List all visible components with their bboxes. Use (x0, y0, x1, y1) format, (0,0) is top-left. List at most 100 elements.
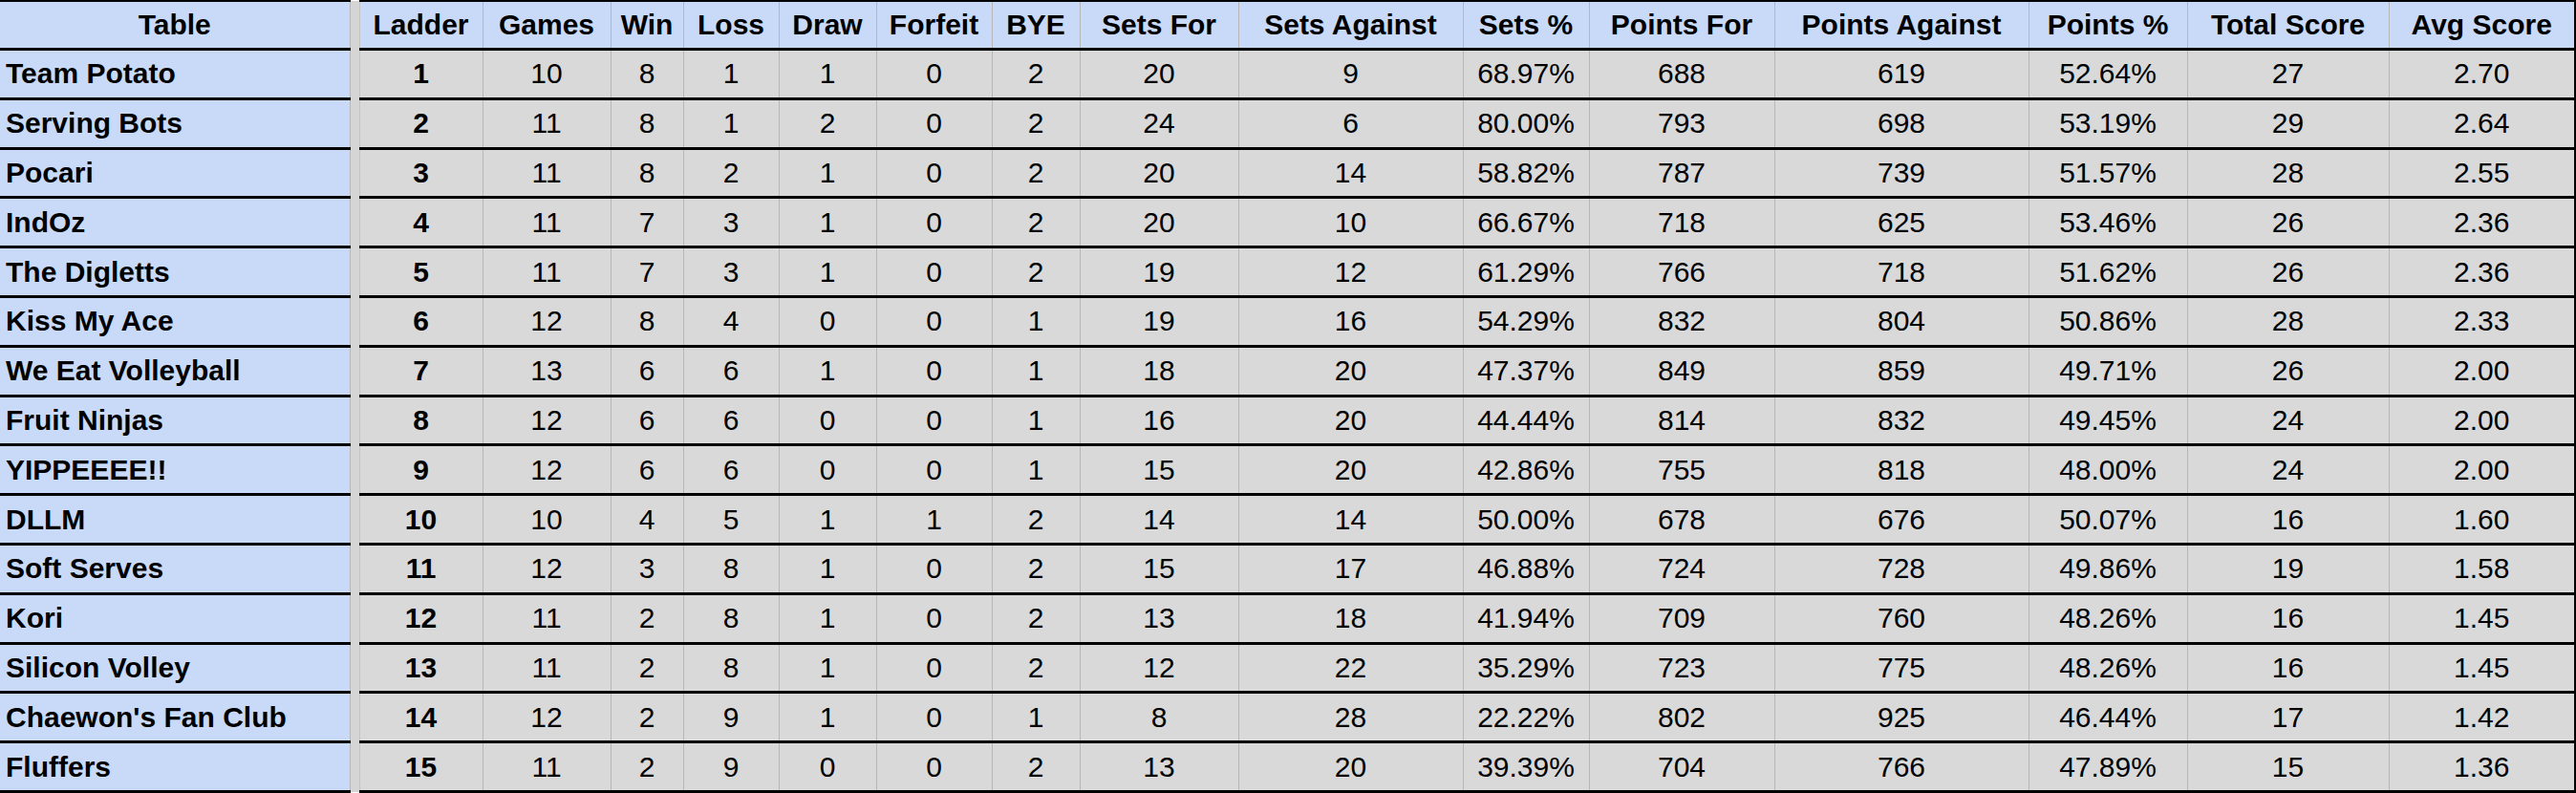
column-header-points-for[interactable]: Points For (1589, 1, 1774, 50)
cell-loss[interactable]: 6 (683, 445, 779, 495)
cell-draw[interactable]: 1 (779, 346, 876, 396)
cell-points-for[interactable]: 724 (1589, 544, 1774, 593)
cell-points-pct[interactable]: 53.46% (2029, 198, 2187, 247)
cell-games[interactable]: 12 (483, 445, 611, 495)
column-header-draw[interactable]: Draw (779, 1, 876, 50)
cell-points-against[interactable]: 859 (1774, 346, 2029, 396)
cell-forfeit[interactable]: 0 (876, 544, 992, 593)
cell-points-for[interactable]: 704 (1589, 742, 1774, 792)
column-header-bye[interactable]: BYE (992, 1, 1080, 50)
cell-sets-for[interactable]: 18 (1080, 346, 1238, 396)
cell-team[interactable]: Silicon Volley (0, 643, 350, 693)
cell-loss[interactable]: 6 (683, 346, 779, 396)
cell-win[interactable]: 7 (611, 198, 683, 247)
cell-bye[interactable]: 2 (992, 643, 1080, 693)
cell-bye[interactable]: 2 (992, 742, 1080, 792)
cell-sets-pct[interactable]: 58.82% (1463, 148, 1589, 198)
cell-points-for[interactable]: 723 (1589, 643, 1774, 693)
cell-win[interactable]: 2 (611, 742, 683, 792)
cell-avg-score[interactable]: 1.45 (2389, 593, 2576, 643)
cell-draw[interactable]: 1 (779, 593, 876, 643)
cell-win[interactable]: 8 (611, 50, 683, 99)
cell-draw[interactable]: 0 (779, 445, 876, 495)
cell-loss[interactable]: 8 (683, 643, 779, 693)
cell-games[interactable]: 12 (483, 296, 611, 346)
cell-forfeit[interactable]: 0 (876, 346, 992, 396)
cell-loss[interactable]: 6 (683, 396, 779, 445)
cell-forfeit[interactable]: 0 (876, 296, 992, 346)
cell-bye[interactable]: 2 (992, 198, 1080, 247)
cell-bye[interactable]: 2 (992, 495, 1080, 545)
cell-points-against[interactable]: 760 (1774, 593, 2029, 643)
cell-draw[interactable]: 1 (779, 198, 876, 247)
column-header-loss[interactable]: Loss (683, 1, 779, 50)
cell-points-for[interactable]: 709 (1589, 593, 1774, 643)
cell-forfeit[interactable]: 0 (876, 247, 992, 297)
cell-total-score[interactable]: 26 (2187, 247, 2389, 297)
cell-sets-pct[interactable]: 80.00% (1463, 98, 1589, 148)
cell-sets-for[interactable]: 20 (1080, 198, 1238, 247)
cell-ladder[interactable]: 1 (359, 50, 483, 99)
cell-sets-pct[interactable]: 35.29% (1463, 643, 1589, 693)
cell-draw[interactable]: 1 (779, 495, 876, 545)
cell-points-pct[interactable]: 49.86% (2029, 544, 2187, 593)
cell-avg-score[interactable]: 2.64 (2389, 98, 2576, 148)
cell-points-pct[interactable]: 48.26% (2029, 643, 2187, 693)
cell-points-pct[interactable]: 51.57% (2029, 148, 2187, 198)
cell-team[interactable]: Pocari (0, 148, 350, 198)
cell-forfeit[interactable]: 0 (876, 98, 992, 148)
cell-draw[interactable]: 1 (779, 148, 876, 198)
cell-forfeit[interactable]: 0 (876, 643, 992, 693)
cell-forfeit[interactable]: 0 (876, 593, 992, 643)
cell-win[interactable]: 7 (611, 247, 683, 297)
cell-points-pct[interactable]: 53.19% (2029, 98, 2187, 148)
cell-ladder[interactable]: 3 (359, 148, 483, 198)
cell-sets-for[interactable]: 24 (1080, 98, 1238, 148)
cell-avg-score[interactable]: 2.70 (2389, 50, 2576, 99)
cell-sets-against[interactable]: 20 (1238, 445, 1463, 495)
cell-bye[interactable]: 2 (992, 593, 1080, 643)
cell-sets-for[interactable]: 19 (1080, 247, 1238, 297)
cell-points-pct[interactable]: 46.44% (2029, 693, 2187, 742)
cell-loss[interactable]: 9 (683, 742, 779, 792)
cell-avg-score[interactable]: 2.36 (2389, 198, 2576, 247)
cell-bye[interactable]: 1 (992, 396, 1080, 445)
column-header-sets-for[interactable]: Sets For (1080, 1, 1238, 50)
cell-draw[interactable]: 1 (779, 247, 876, 297)
column-header-win[interactable]: Win (611, 1, 683, 50)
cell-total-score[interactable]: 15 (2187, 742, 2389, 792)
cell-sets-for[interactable]: 15 (1080, 544, 1238, 593)
cell-loss[interactable]: 3 (683, 198, 779, 247)
cell-points-against[interactable]: 832 (1774, 396, 2029, 445)
cell-team[interactable]: Team Potato (0, 50, 350, 99)
cell-total-score[interactable]: 29 (2187, 98, 2389, 148)
cell-loss[interactable]: 5 (683, 495, 779, 545)
cell-points-against[interactable]: 775 (1774, 643, 2029, 693)
column-header-sets-pct[interactable]: Sets % (1463, 1, 1589, 50)
cell-draw[interactable]: 1 (779, 50, 876, 99)
cell-games[interactable]: 10 (483, 50, 611, 99)
cell-total-score[interactable]: 16 (2187, 495, 2389, 545)
cell-sets-for[interactable]: 20 (1080, 50, 1238, 99)
cell-games[interactable]: 12 (483, 396, 611, 445)
cell-total-score[interactable]: 24 (2187, 445, 2389, 495)
column-header-points-pct[interactable]: Points % (2029, 1, 2187, 50)
cell-sets-against[interactable]: 14 (1238, 495, 1463, 545)
cell-forfeit[interactable]: 0 (876, 50, 992, 99)
cell-ladder[interactable]: 10 (359, 495, 483, 545)
cell-total-score[interactable]: 16 (2187, 643, 2389, 693)
cell-sets-pct[interactable]: 42.86% (1463, 445, 1589, 495)
cell-points-against[interactable]: 728 (1774, 544, 2029, 593)
cell-sets-for[interactable]: 8 (1080, 693, 1238, 742)
cell-bye[interactable]: 1 (992, 445, 1080, 495)
cell-forfeit[interactable]: 0 (876, 742, 992, 792)
cell-ladder[interactable]: 15 (359, 742, 483, 792)
cell-bye[interactable]: 1 (992, 693, 1080, 742)
cell-points-for[interactable]: 814 (1589, 396, 1774, 445)
cell-win[interactable]: 8 (611, 296, 683, 346)
cell-sets-pct[interactable]: 68.97% (1463, 50, 1589, 99)
cell-win[interactable]: 2 (611, 593, 683, 643)
cell-ladder[interactable]: 12 (359, 593, 483, 643)
cell-sets-for[interactable]: 14 (1080, 495, 1238, 545)
cell-forfeit[interactable]: 0 (876, 148, 992, 198)
